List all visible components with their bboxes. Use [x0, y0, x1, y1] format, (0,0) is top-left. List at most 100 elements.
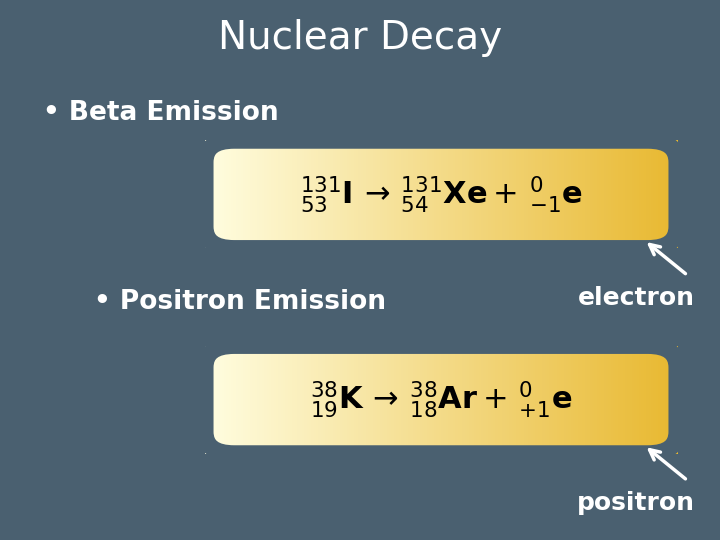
Bar [542, 140, 546, 248]
Bar [521, 346, 524, 454]
Bar [389, 140, 392, 248]
Bar [603, 140, 607, 248]
Bar [330, 346, 333, 454]
Bar [531, 346, 534, 454]
Bar [217, 346, 220, 454]
Bar [625, 346, 628, 454]
Bar [559, 140, 562, 248]
Bar [318, 140, 321, 248]
Bar [351, 346, 354, 454]
Bar [592, 346, 595, 454]
Bar [271, 346, 274, 454]
Bar [236, 346, 239, 454]
Bar [347, 140, 350, 248]
Bar [474, 140, 477, 248]
Bar [370, 346, 374, 454]
Bar [302, 346, 305, 454]
Bar [399, 346, 402, 454]
Bar [231, 140, 234, 248]
Bar [552, 140, 555, 248]
Bar [238, 346, 241, 454]
Bar [523, 346, 526, 454]
Bar [396, 346, 400, 454]
Bar [429, 346, 432, 454]
Bar [649, 140, 652, 248]
Bar [500, 140, 503, 248]
Bar [436, 346, 439, 454]
Bar [290, 140, 293, 248]
Bar [566, 346, 569, 454]
Bar [639, 346, 642, 454]
Bar [255, 140, 258, 248]
Bar [559, 346, 562, 454]
Bar [401, 346, 404, 454]
Bar [528, 346, 531, 454]
Bar [257, 140, 260, 248]
Bar [255, 346, 258, 454]
Bar [594, 140, 598, 248]
Bar [644, 346, 647, 454]
Bar [434, 140, 437, 248]
Bar [359, 140, 361, 248]
Bar [481, 346, 484, 454]
Bar [536, 140, 539, 248]
Bar [547, 346, 550, 454]
Bar [279, 346, 282, 454]
Bar [549, 346, 552, 454]
Bar [601, 140, 604, 248]
Bar [281, 346, 284, 454]
Bar [571, 346, 574, 454]
Bar [660, 346, 663, 454]
Bar [366, 140, 369, 248]
Bar [632, 346, 635, 454]
Bar [500, 346, 503, 454]
Bar [444, 140, 446, 248]
Bar [318, 346, 321, 454]
Bar [328, 346, 331, 454]
Bar [205, 346, 208, 454]
Bar [460, 346, 463, 454]
Bar [509, 346, 513, 454]
Bar [531, 140, 534, 248]
Bar [368, 140, 371, 248]
Bar [337, 140, 341, 248]
Bar [505, 346, 508, 454]
Bar [427, 140, 430, 248]
Bar [294, 346, 298, 454]
Bar [387, 346, 390, 454]
Bar [514, 346, 517, 454]
Bar [542, 346, 546, 454]
Bar [672, 140, 675, 248]
Bar [658, 346, 661, 454]
Bar [505, 140, 508, 248]
Bar [222, 140, 225, 248]
Bar [344, 140, 347, 248]
Bar [285, 140, 289, 248]
Bar [667, 346, 670, 454]
Bar [377, 346, 380, 454]
Bar [597, 346, 600, 454]
Bar [611, 140, 614, 248]
Bar [422, 140, 426, 248]
Bar [629, 140, 633, 248]
Bar [224, 140, 227, 248]
Bar [233, 140, 237, 248]
Bar [285, 346, 289, 454]
Bar [636, 140, 640, 248]
Bar [354, 140, 357, 248]
Bar [451, 140, 454, 248]
Bar [363, 140, 366, 248]
Bar [246, 140, 248, 248]
Bar [403, 140, 406, 248]
Bar [472, 140, 474, 248]
Bar [670, 140, 672, 248]
Bar [382, 346, 385, 454]
Bar [540, 140, 543, 248]
Bar [283, 346, 286, 454]
Bar [512, 140, 515, 248]
Bar [545, 346, 548, 454]
Bar [274, 346, 276, 454]
Bar [448, 140, 451, 248]
Bar [384, 346, 387, 454]
Bar [236, 140, 239, 248]
